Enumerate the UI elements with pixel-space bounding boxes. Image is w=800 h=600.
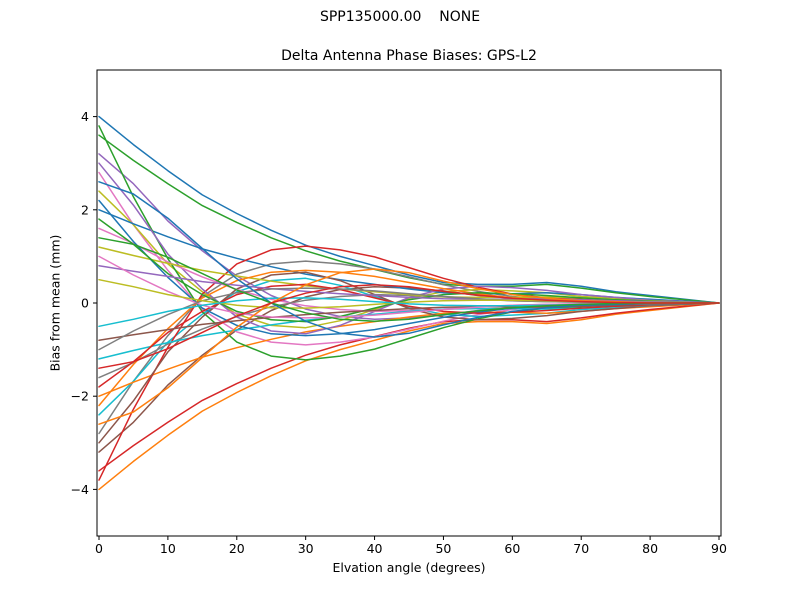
series-line xyxy=(98,237,720,322)
x-tick-label: 90 xyxy=(711,541,727,556)
y-tick-label: 0 xyxy=(81,296,89,311)
x-tick-label: 60 xyxy=(504,541,520,556)
series-line xyxy=(98,264,720,304)
y-tick-label: 4 xyxy=(81,109,89,124)
series-line xyxy=(98,115,720,304)
y-tick-label: −2 xyxy=(71,389,89,404)
series-line xyxy=(98,277,720,416)
x-tick-label: 70 xyxy=(573,541,589,556)
y-axis-label: Bias from mean (mm) xyxy=(47,234,63,372)
x-tick-label: 10 xyxy=(160,541,176,556)
figure-suptitle: SPP135000.00 NONE xyxy=(319,9,481,25)
x-tick-label: 0 xyxy=(95,541,103,556)
series-line xyxy=(98,245,720,481)
x-tick-label: 30 xyxy=(298,541,314,556)
x-tick-label: 20 xyxy=(229,541,245,556)
y-tick-label: −4 xyxy=(71,482,89,497)
series-line xyxy=(98,125,720,361)
series-line xyxy=(98,302,720,491)
series-line xyxy=(98,268,720,425)
series-line xyxy=(98,181,720,338)
series-line xyxy=(98,302,720,342)
chart-title: Delta Antenna Phase Biases: GPS-L2 xyxy=(281,48,537,64)
series-line xyxy=(98,190,720,329)
x-tick-label: 80 xyxy=(642,541,658,556)
series-line xyxy=(98,134,720,304)
series-line xyxy=(98,302,720,472)
series-line xyxy=(98,284,720,369)
x-axis-label: Elvation angle (degrees) xyxy=(332,560,486,575)
series-line xyxy=(98,283,720,388)
series-line xyxy=(98,218,720,323)
x-tick-label: 50 xyxy=(435,541,451,556)
y-tick-label: 2 xyxy=(81,202,89,217)
x-tick-label: 40 xyxy=(367,541,383,556)
